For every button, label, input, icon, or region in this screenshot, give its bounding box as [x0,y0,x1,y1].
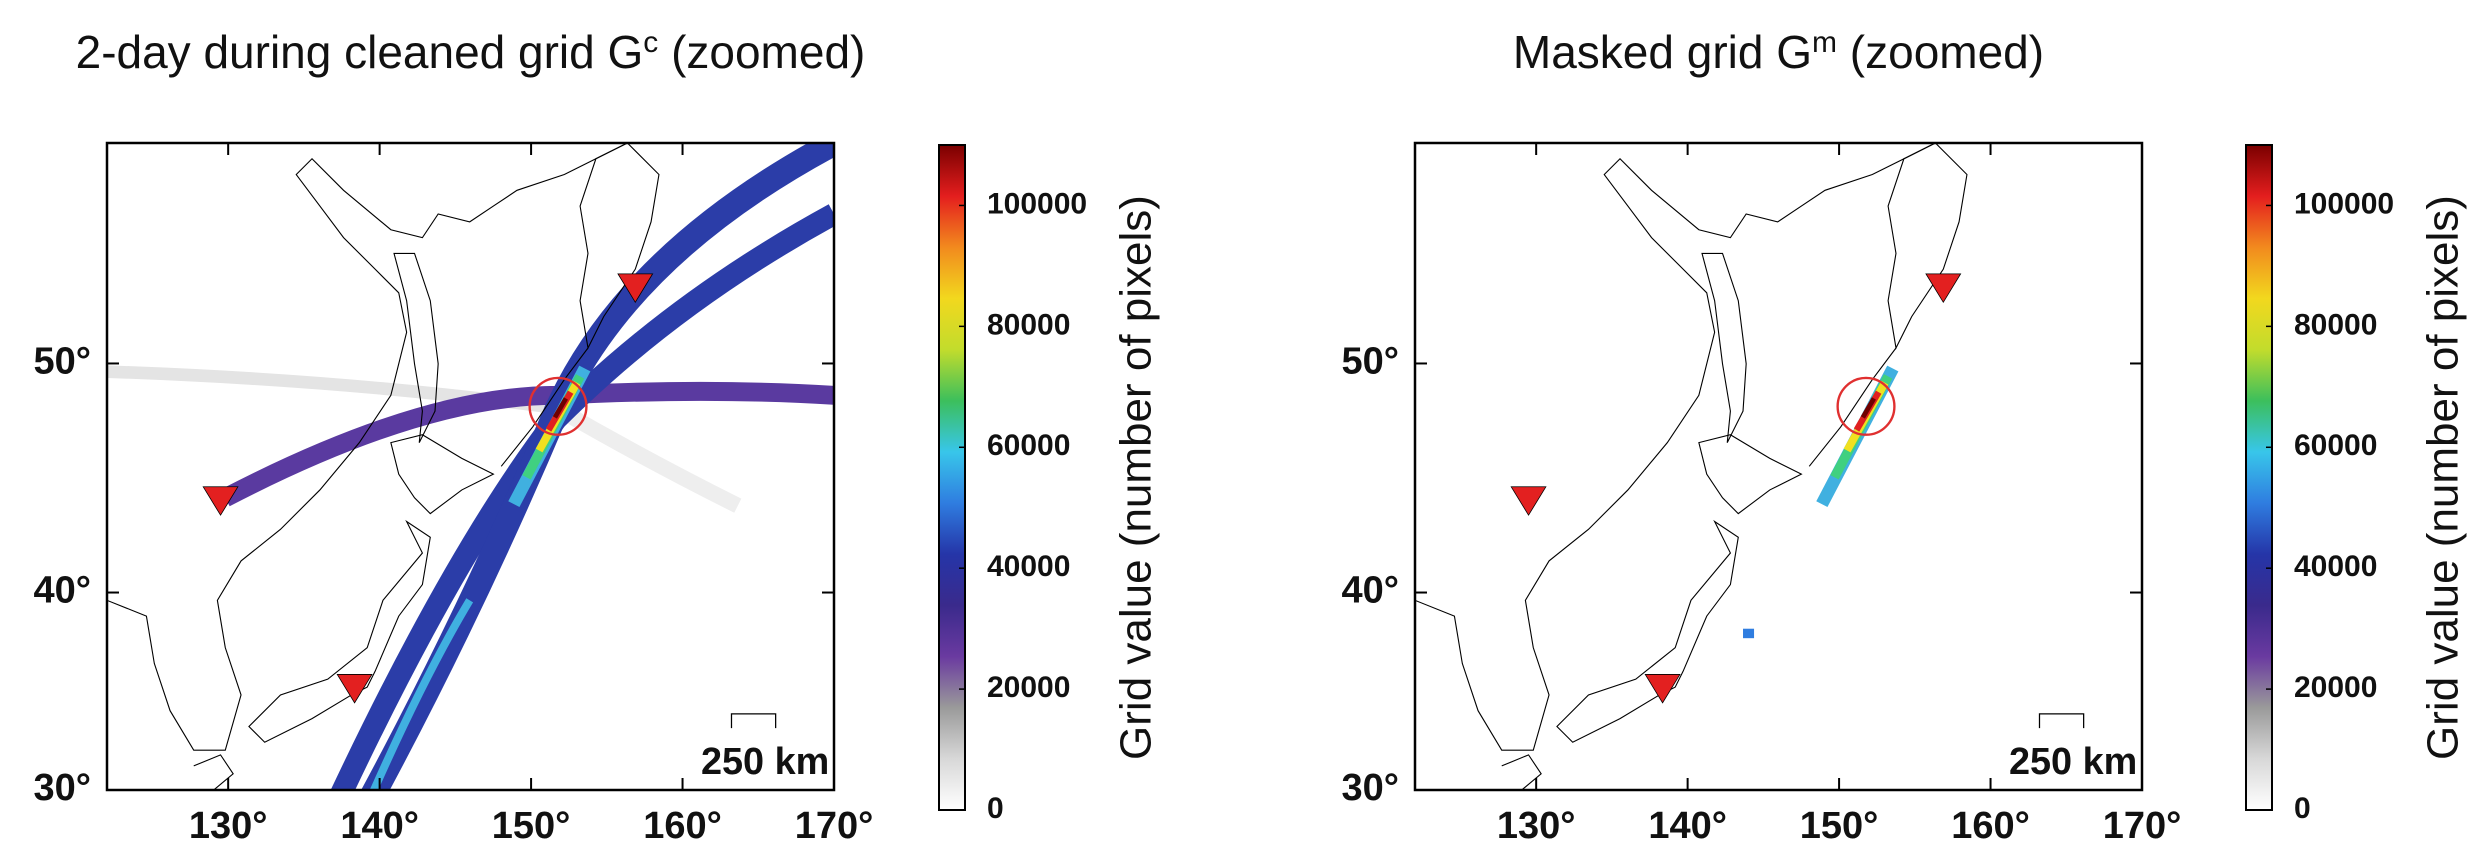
colorbar-tick-label: 60000 [2294,429,2377,462]
colorbar-label: Grid value (number of pixels) [2419,195,2468,760]
colorbar-label: Grid value (number of pixels) [1112,195,1161,760]
y-tick-label: 50° [34,340,91,382]
y-tick-label: 40° [1342,570,1399,612]
x-tick-label: 170° [795,805,874,847]
colorbar-tick-label: 0 [2294,792,2311,825]
title-suffix: (zoomed) [1837,26,2044,78]
title-suffix: (zoomed) [658,26,865,78]
x-tick-label: 140° [340,805,419,847]
colorbar-tick-label: 40000 [987,550,1070,583]
title-text: 2-day during cleaned grid G [76,26,644,78]
y-tick-label: 30° [34,767,91,809]
map-area: 250 km [1415,143,2137,790]
x-tick-label: 140° [1648,805,1727,847]
colorbar [939,145,965,810]
x-tick-label: 150° [1800,805,1879,847]
station [1511,487,1546,515]
map-frame [1415,143,2142,790]
colorbar-tick-label: 80000 [987,308,1070,341]
colorbar [2246,145,2272,810]
colorbar-tick-label: 100000 [2294,187,2394,220]
colorbar-tick-label: 80000 [2294,308,2377,341]
station [1645,674,1680,702]
x-tick-label: 130° [1497,805,1576,847]
colorbar-tick-label: 0 [987,792,1004,825]
figure: 250 km 250 km 2-day during cleaned grid … [0,0,2471,848]
x-tick-label: 170° [2103,805,2182,847]
title-superscript: c [643,26,658,59]
map-panel: 250 km [1415,143,2137,790]
map-area: 250 km [107,143,834,805]
scale-bar [731,714,775,728]
colorbar-tick-label: 60000 [987,429,1070,462]
scale-bar [2039,714,2083,728]
x-tick-label: 130° [189,805,268,847]
coastlines [1415,143,1967,790]
masked-blob [1743,629,1754,638]
map-panel: 250 km [107,143,834,805]
title-text: Masked grid G [1513,26,1812,78]
station [337,674,372,702]
y-tick-label: 50° [1342,340,1399,382]
colorbar-tick-label: 20000 [2294,671,2377,704]
x-tick-label: 150° [492,805,571,847]
chart-title: Masked grid Gm (zoomed) [1513,26,2044,79]
colorbar-tick-label: 40000 [2294,550,2377,583]
title-superscript: m [1812,26,1837,59]
chart-title: 2-day during cleaned grid Gc (zoomed) [76,26,866,79]
scale-bar-label: 250 km [2009,741,2137,783]
colorbar-tick-label: 20000 [987,671,1070,704]
y-tick-label: 30° [1342,767,1399,809]
colorbar-tick-label: 100000 [987,187,1087,220]
y-tick-label: 40° [34,570,91,612]
x-tick-label: 160° [1951,805,2030,847]
map-frame [107,143,834,790]
faint-band [556,408,737,506]
scale-bar-label: 250 km [701,741,829,783]
x-tick-label: 160° [643,805,722,847]
